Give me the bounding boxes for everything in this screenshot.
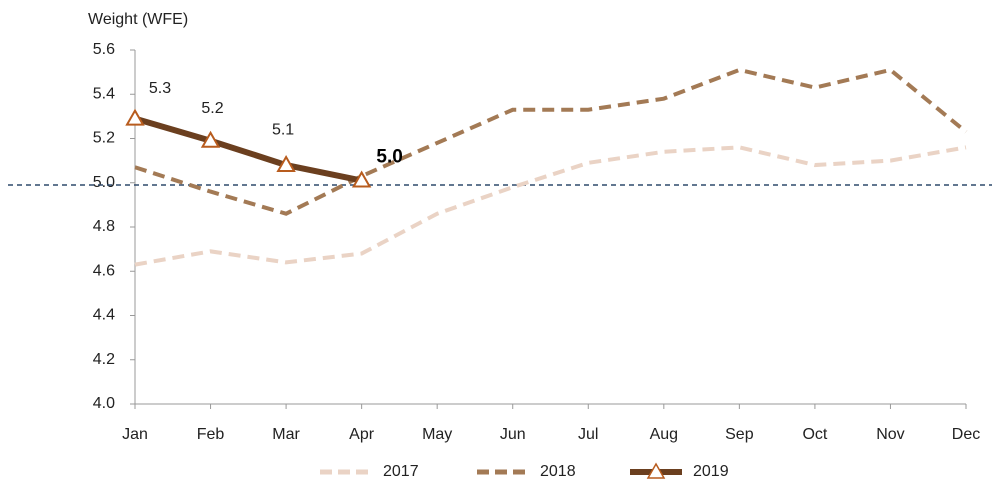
line-2018 [134,67,968,216]
x-tick-label: Mar [272,426,300,443]
line-2017 [134,145,967,267]
legend-label: 2018 [540,463,576,480]
y-tick-label: 4.2 [93,351,115,368]
y-tick-label: 5.4 [93,85,115,102]
y-tick-label: 4.0 [93,395,115,412]
x-tick-label: May [422,426,452,443]
legend-label: 2017 [383,463,419,480]
y-tick-label: 5.6 [93,41,115,58]
x-tick-label: Nov [876,426,904,443]
y-tick-label: 5.0 [93,174,115,191]
x-tick-label: Aug [650,426,678,443]
x-tick-label: Jan [122,426,148,443]
y-tick-label: 4.6 [93,262,115,279]
y-tick-label: 5.2 [93,130,115,147]
x-tick-label: Apr [349,426,375,443]
x-tick-label: Jul [578,426,598,443]
data-label: 5.1 [272,121,294,138]
marker [351,170,372,188]
marker [200,130,221,148]
legend-label: 2019 [693,463,729,480]
data-label: 5.3 [149,80,171,97]
legend-marker [646,462,666,479]
x-tick-label: Feb [197,426,225,443]
x-tick-label: Sep [725,426,754,443]
x-tick-label: Oct [802,426,827,443]
x-tick-label: Dec [952,426,980,443]
line-2019 [134,115,363,184]
marker [276,155,296,173]
marker [125,108,145,126]
data-label: 5.0 [376,147,402,168]
y-tick-label: 4.8 [93,218,115,235]
x-tick-label: Jun [500,426,526,443]
y-tick-label: 4.4 [93,307,115,324]
y-axis-label: Weight (WFE) [88,11,188,28]
data-label: 5.2 [201,100,223,117]
